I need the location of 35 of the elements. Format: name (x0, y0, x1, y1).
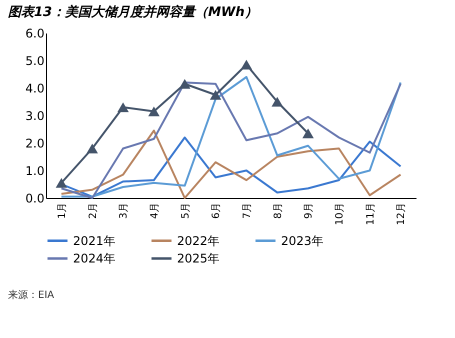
chart-title: 图表13：美国大储月度并网容量（MWh） (8, 4, 258, 20)
point (179, 78, 190, 89)
y-tick-label: 5.0 (25, 54, 44, 68)
y-tick-label: 2.0 (25, 136, 44, 150)
point (302, 128, 314, 138)
point (272, 96, 283, 107)
y-tick-label: 0.0 (25, 192, 44, 206)
x-tick-label: 9月 (304, 202, 315, 219)
x-tick-label: 4月 (149, 202, 160, 219)
x-tick-label: 3月 (118, 202, 130, 219)
legend-label: 2023年 (281, 234, 324, 248)
x-tick-label: 5月 (180, 202, 192, 219)
y-tick-label: 1.0 (25, 164, 44, 178)
legend-label: 2024年 (73, 252, 116, 266)
x-tick-label: 11月 (365, 202, 376, 226)
legend-label: 2022年 (177, 234, 220, 248)
point (210, 90, 222, 100)
point (56, 178, 68, 188)
point (240, 60, 252, 70)
x-tick-label: 2月 (88, 202, 99, 219)
legend-label: 2025年 (177, 252, 220, 266)
y-tick-label: 4.0 (25, 82, 44, 96)
point (148, 106, 160, 116)
x-tick-label: 10月 (334, 202, 346, 226)
point (86, 144, 98, 154)
source-note: 来源：EIA (8, 289, 54, 301)
x-tick-label: 6月 (211, 202, 222, 219)
x-tick-label: 7月 (242, 202, 253, 219)
x-tick-label: 8月 (272, 202, 284, 219)
point (117, 102, 129, 112)
y-tick-label: 6.0 (25, 26, 44, 40)
y-tick-label: 3.0 (25, 109, 44, 123)
x-tick-label: 1月 (56, 202, 68, 219)
x-tick-label: 12月 (396, 202, 408, 226)
legend-label: 2021年 (73, 234, 116, 248)
